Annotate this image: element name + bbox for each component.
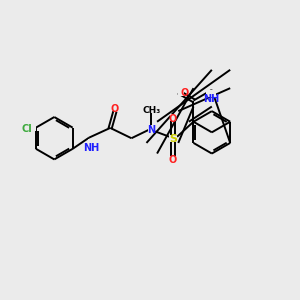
Text: O: O (169, 114, 177, 124)
Text: O: O (169, 155, 177, 165)
Text: NH: NH (203, 94, 219, 104)
Text: S: S (169, 134, 177, 144)
FancyBboxPatch shape (88, 139, 96, 145)
FancyBboxPatch shape (206, 90, 216, 97)
FancyBboxPatch shape (170, 114, 176, 121)
FancyBboxPatch shape (147, 106, 156, 112)
FancyBboxPatch shape (148, 125, 155, 132)
FancyBboxPatch shape (178, 89, 184, 96)
FancyBboxPatch shape (169, 134, 177, 142)
FancyBboxPatch shape (111, 105, 118, 111)
Text: O: O (181, 88, 189, 98)
FancyBboxPatch shape (170, 156, 176, 162)
Text: CH₃: CH₃ (142, 106, 160, 115)
FancyBboxPatch shape (26, 124, 36, 131)
Text: N: N (147, 124, 155, 134)
Text: NH: NH (83, 142, 100, 153)
Text: Cl: Cl (22, 124, 32, 134)
Text: O: O (110, 104, 119, 114)
